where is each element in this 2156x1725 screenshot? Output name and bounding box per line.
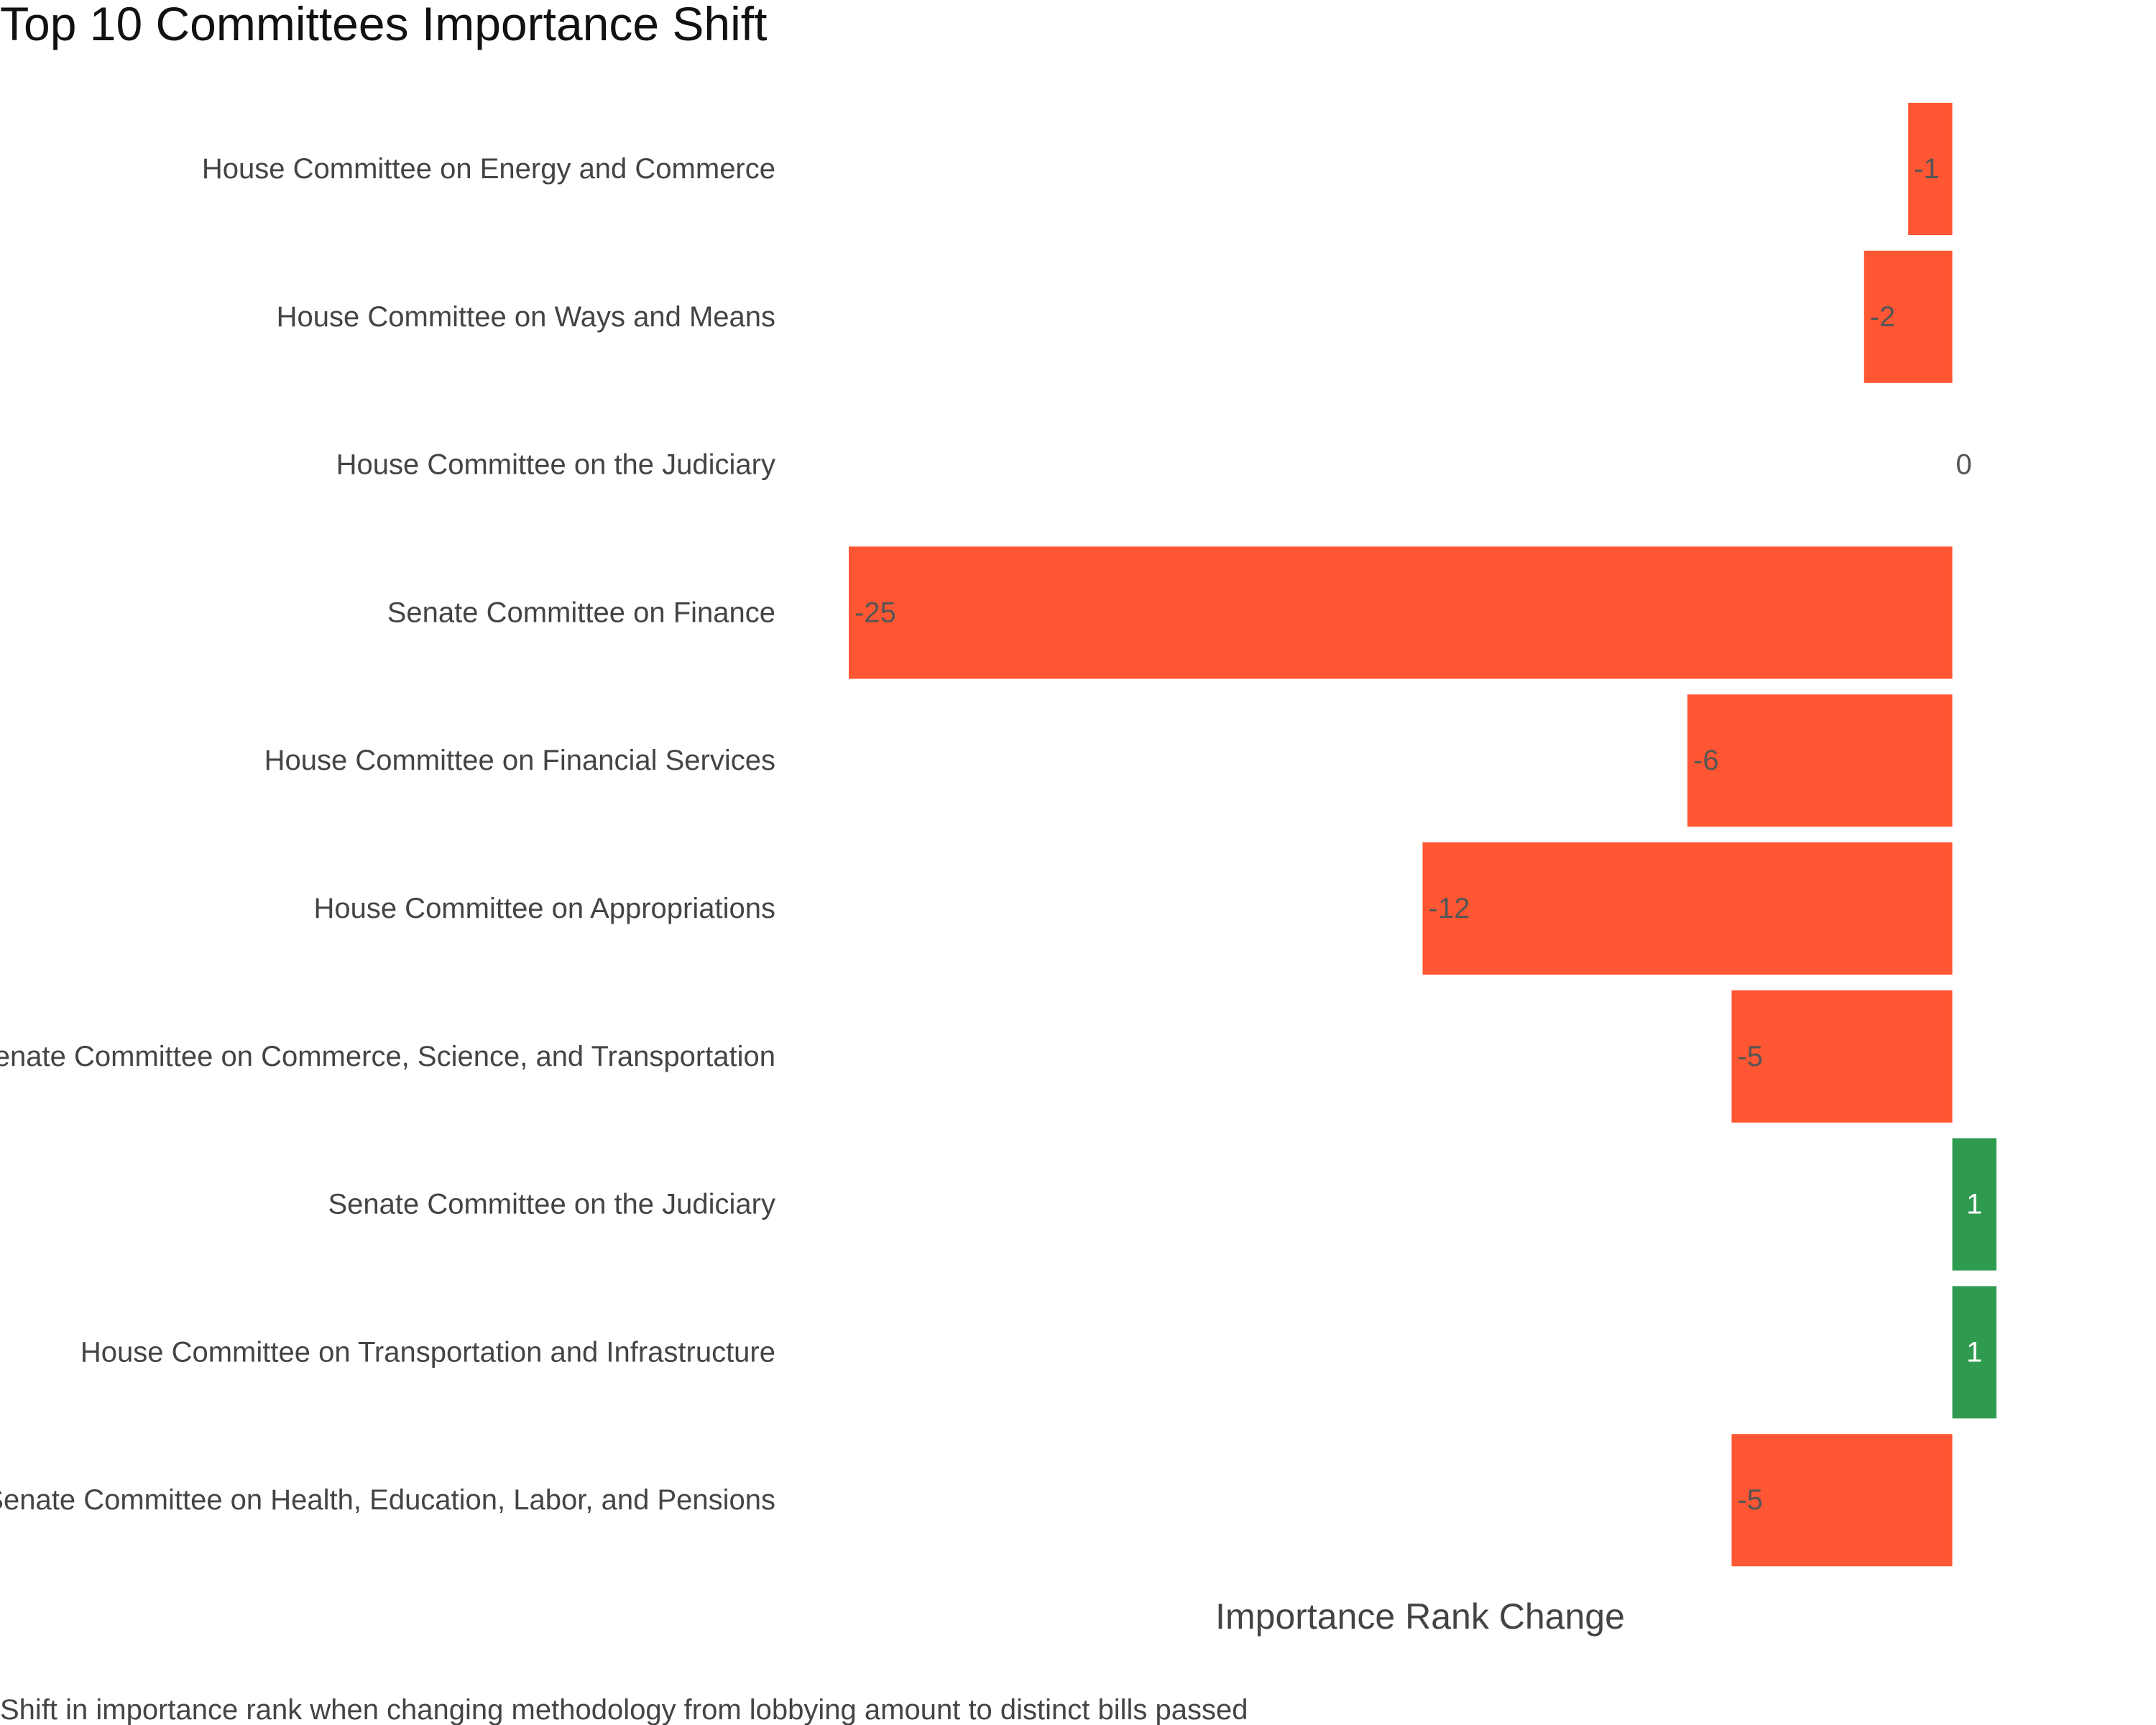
bar <box>1422 842 1953 975</box>
bars-layer <box>849 103 1996 1567</box>
value-label: 1 <box>1966 1189 1982 1220</box>
bar <box>1864 250 1953 383</box>
chart-title: Top 10 Committees Importance Shift <box>0 0 767 50</box>
category-label: Senate Committee on Health, Education, L… <box>0 1484 775 1516</box>
chart-caption: Shift in importance rank when changing m… <box>0 1694 1248 1725</box>
category-label: Senate Committee on Finance <box>387 597 775 628</box>
bar <box>1687 694 1953 827</box>
value-label: 1 <box>1966 1336 1982 1368</box>
category-label: House Committee on Ways and Means <box>277 301 775 333</box>
category-label: House Committee on the Judiciary <box>336 449 775 481</box>
value-labels-layer: -1 -2 0 -25 -6 -12 -5 1 1 -5 <box>854 153 1982 1516</box>
value-label: -6 <box>1693 745 1719 776</box>
category-label: Senate Committee on the Judiciary <box>328 1189 775 1220</box>
category-label: House Committee on Transportation and In… <box>80 1336 775 1368</box>
bar <box>1952 1138 1996 1271</box>
bar <box>1731 990 1953 1123</box>
x-axis-label: Importance Rank Change <box>1215 1596 1625 1637</box>
bar <box>1952 1286 1996 1419</box>
value-label: -5 <box>1737 1484 1763 1516</box>
category-label: House Committee on Energy and Commerce <box>202 153 775 185</box>
value-label: -1 <box>1914 153 1940 185</box>
category-label: House Committee on Appropriations <box>313 893 775 924</box>
bar <box>1731 1434 1953 1567</box>
category-labels-layer: House Committee on Energy and Commerce Ho… <box>0 153 775 1516</box>
value-label: -12 <box>1429 893 1470 924</box>
category-label: Senate Committee on Commerce, Science, a… <box>0 1041 775 1072</box>
bar <box>1908 103 1953 235</box>
category-label: House Committee on Financial Services <box>264 745 775 776</box>
value-label: -2 <box>1870 301 1896 333</box>
bar <box>849 546 1953 679</box>
value-label: 0 <box>1955 449 1971 481</box>
value-label: -5 <box>1737 1041 1763 1072</box>
value-label: -25 <box>854 597 896 628</box>
